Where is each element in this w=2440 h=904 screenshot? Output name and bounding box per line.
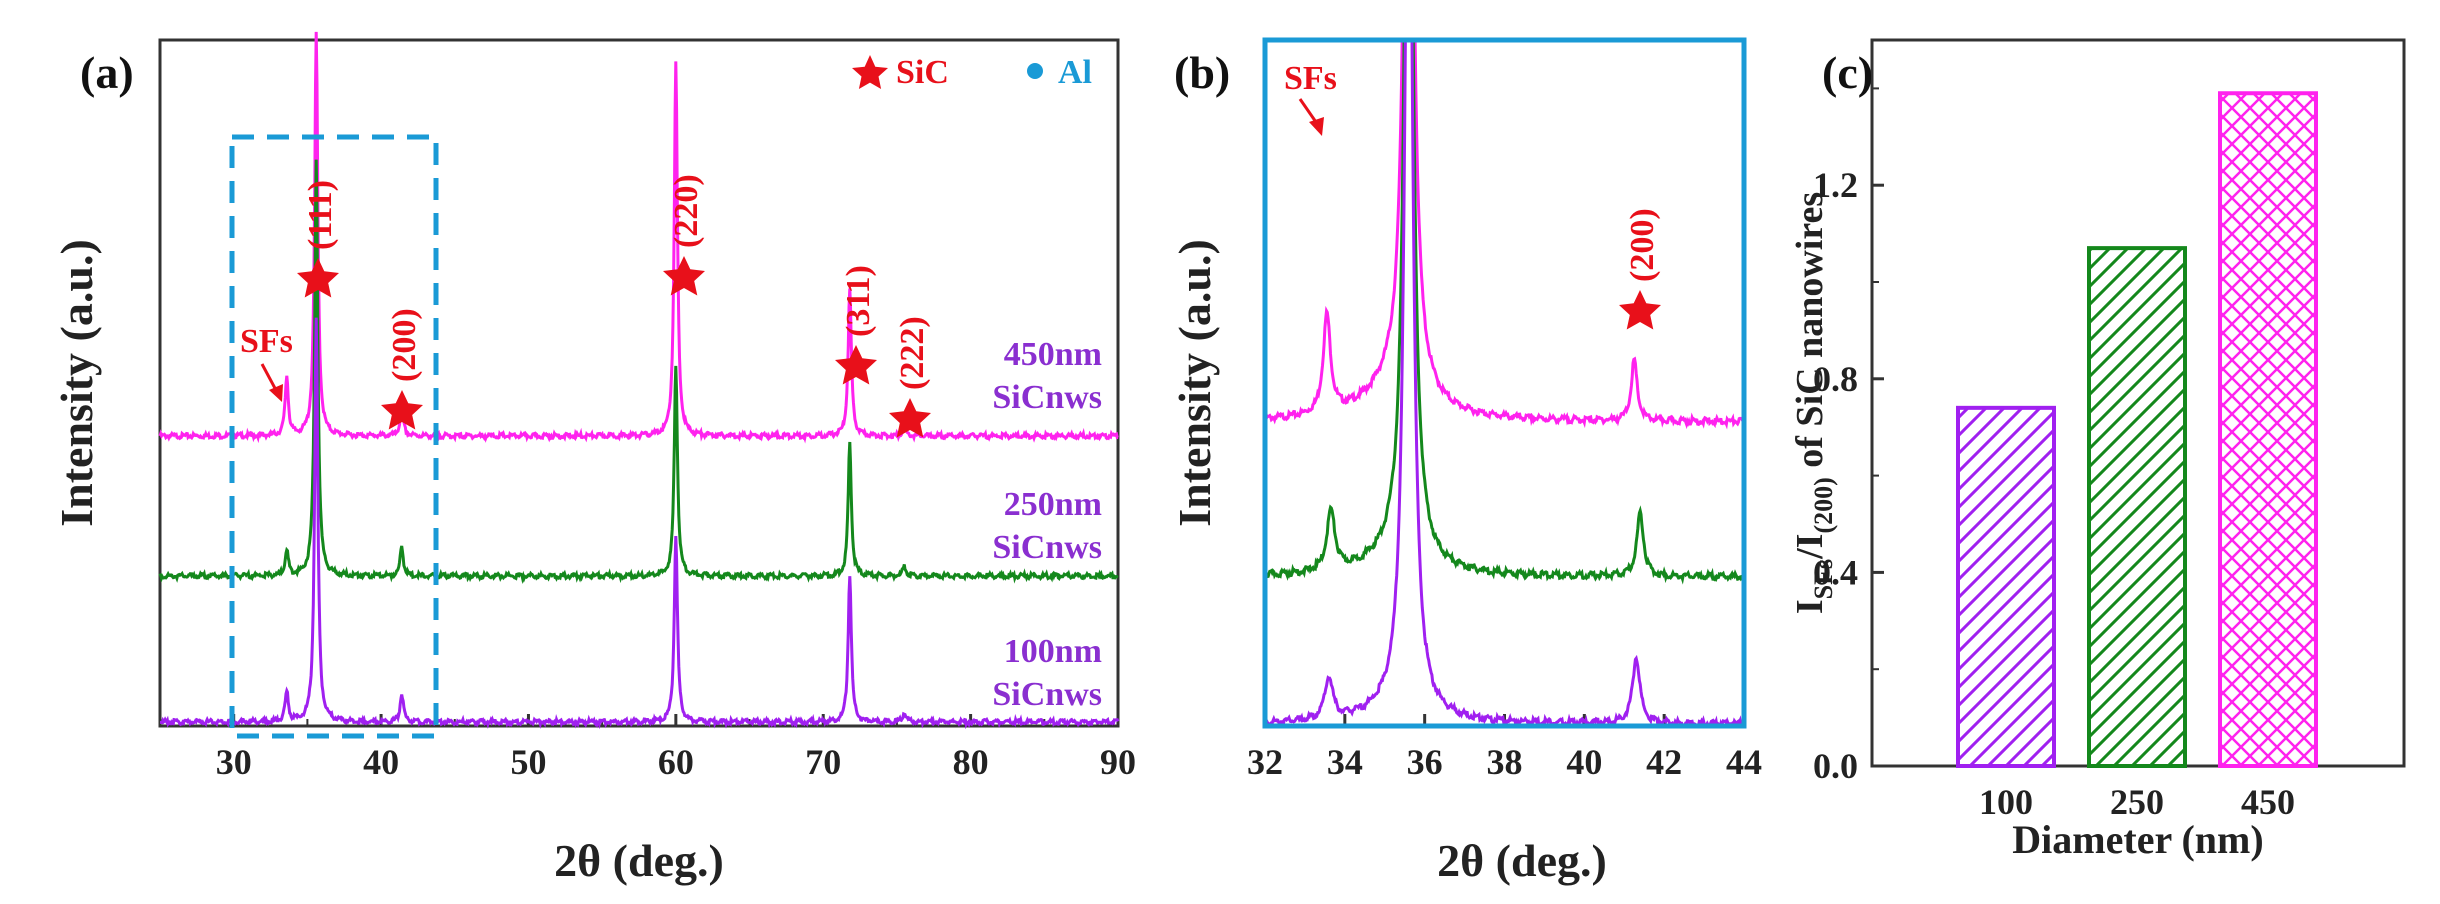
- y-tick-label: 0.0: [1813, 746, 1858, 786]
- star-icon: [1619, 290, 1661, 330]
- xrd-zoom-series-line: [1265, 40, 1744, 430]
- x-tick-label: 50: [510, 742, 546, 782]
- x-tick-label: 100: [1979, 782, 2033, 822]
- series-label-100-size: 100nm: [1004, 633, 1102, 670]
- panel-a-ylabel: Intensity (a.u.): [51, 239, 102, 527]
- panel-c-y-ticks: 0.0 0.4 0.8 1.2: [1813, 87, 1884, 786]
- x-tick-label: 90: [1100, 742, 1136, 782]
- peak-label-200: (200): [1624, 208, 1661, 282]
- panel-b-x-ticks: 32 34 36 38 40 42 44: [1247, 714, 1762, 782]
- sfs-label: SFs: [240, 323, 293, 360]
- legend-al: Al: [1058, 54, 1092, 91]
- x-tick-label: 30: [216, 742, 252, 782]
- panel-a-x-ticks: 30 40 50 60 70 80 90: [159, 714, 1136, 782]
- panel-b-xlabel: 2θ (deg.): [1437, 835, 1607, 886]
- panel-c-ylabel: ISFs/I(200) of SiC nanowires: [1789, 192, 1838, 614]
- panel-a-xlabel: 2θ (deg.): [554, 835, 724, 886]
- y-tick-label: 1.2: [1813, 165, 1858, 205]
- star-icon: [297, 258, 339, 298]
- series-label-100-type: SiCnws: [992, 676, 1102, 713]
- sfs-arrow-head: [1309, 117, 1324, 136]
- peak-label-200: (200): [386, 308, 423, 382]
- xrd-zoom-series-line: [1265, 40, 1744, 585]
- series-label-250-type: SiCnws: [992, 529, 1102, 566]
- star-icon: [663, 256, 705, 296]
- panel-b: (b) Intensity (a.u.) 2θ (deg.) 32 34 36 38 4…: [1169, 37, 1762, 886]
- series-label-450-type: SiCnws: [992, 379, 1102, 416]
- legend: SiC Al: [852, 54, 1092, 91]
- xrd-zoom-series-line: [1265, 40, 1744, 726]
- x-tick-label: 70: [805, 742, 841, 782]
- star-icon: [835, 345, 877, 385]
- x-tick-label: 38: [1487, 742, 1523, 782]
- panel-a-label: (a): [80, 47, 134, 98]
- panel-a: (a) Intensity (a.u.) 2θ (deg.) 30 40 50 60 7…: [51, 31, 1136, 886]
- bar-100: [1956, 405, 2056, 768]
- peak-label-111: (111): [302, 180, 339, 250]
- xrd-series-line: [158, 31, 1119, 444]
- y-tick-label: 0.8: [1813, 359, 1858, 399]
- dot-icon: [1027, 63, 1043, 79]
- panel-a-series: [158, 31, 1120, 730]
- panel-b-frame: [1262, 37, 1747, 729]
- peak-annotations: SFs (111) (200) (220) (311) (222): [240, 174, 931, 438]
- xrd-series-line: [160, 317, 1120, 730]
- panel-c-xlabel: Diameter (nm): [2012, 817, 2263, 862]
- panel-b-label: (b): [1174, 47, 1230, 98]
- series-label-250-size: 250nm: [1004, 486, 1102, 523]
- panel-c-bars: [1956, 91, 2318, 769]
- y-tick-label: 0.4: [1813, 552, 1858, 592]
- series-labels: 450nm SiCnws 250nm SiCnws 100nm SiCnws: [992, 336, 1102, 713]
- legend-sic: SiC: [896, 54, 949, 91]
- zoom-region-box: [229, 134, 439, 739]
- peak-label-311: (311): [840, 265, 877, 337]
- sfs-label: SFs: [1284, 60, 1337, 97]
- x-tick-label: 40: [1566, 742, 1602, 782]
- star-icon: [889, 398, 931, 438]
- x-tick-label: 42: [1646, 742, 1682, 782]
- bar-250: [2087, 246, 2187, 768]
- sfs-arrow-head: [269, 384, 283, 402]
- panel-c-x-ticks: 100 250 450: [1979, 782, 2295, 822]
- x-tick-label: 450: [2241, 782, 2295, 822]
- panel-a-frame: [158, 38, 1120, 728]
- star-icon: [381, 390, 423, 430]
- panel-c-label: (c): [1822, 47, 1873, 98]
- panel-b-series: [1265, 40, 1744, 726]
- series-label-450-size: 450nm: [1004, 336, 1102, 373]
- star-icon: [852, 55, 888, 89]
- bar-450: [2218, 91, 2318, 769]
- x-tick-label: 32: [1247, 742, 1283, 782]
- sfs-arrow: [260, 363, 279, 393]
- xrd-series-line: [158, 159, 1119, 585]
- x-tick-label: 60: [658, 742, 694, 782]
- x-tick-label: 40: [363, 742, 399, 782]
- x-tick-label: 34: [1327, 742, 1363, 782]
- x-tick-label: 80: [953, 742, 989, 782]
- peak-label-222: (222): [894, 316, 931, 390]
- peak-label-220: (220): [668, 174, 705, 248]
- panel-c: (c) ISFs/I(200) of SiC nanowires 0.00.40…: [1789, 38, 2406, 862]
- x-tick-label: 36: [1407, 742, 1443, 782]
- x-tick-label: 44: [1726, 742, 1762, 782]
- panel-b-ylabel: Intensity (a.u.): [1169, 239, 1220, 527]
- x-tick-label: 250: [2110, 782, 2164, 822]
